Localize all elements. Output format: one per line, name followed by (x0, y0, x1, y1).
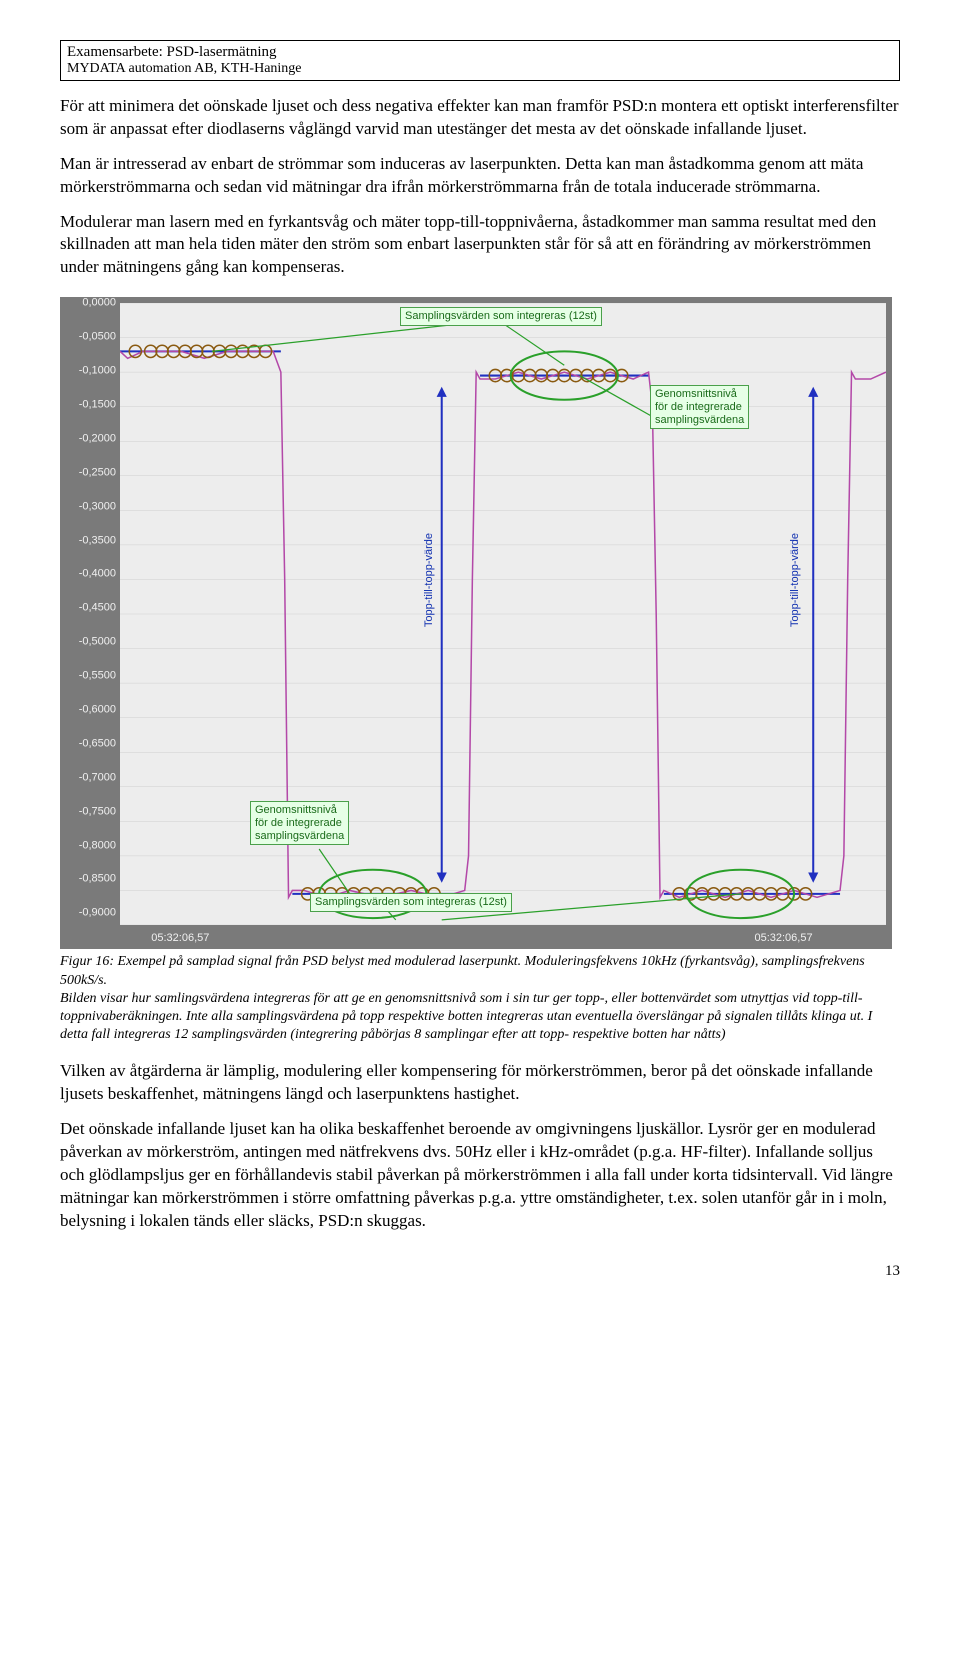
ytick-label: -0,0500 (60, 330, 116, 345)
ytick-label: -0,6000 (60, 703, 116, 718)
callout-line: Genomsnittsnivå (255, 804, 337, 816)
ytick-label: -0,8500 (60, 872, 116, 887)
ytick-label: -0,3000 (60, 499, 116, 514)
ytick-label: -0,7000 (60, 770, 116, 785)
callout-line: samplingsvärdena (255, 830, 344, 842)
figure-16: Samplingsvärden som integreras (12st) Ge… (60, 297, 892, 949)
ytick-label: -0,8000 (60, 838, 116, 853)
ytick-label: -0,5000 (60, 635, 116, 650)
plot-area: Samplingsvärden som integreras (12st) Ge… (120, 303, 886, 925)
callout-line: för de integrerade (255, 817, 342, 829)
figure-caption: Figur 16: Exempel på samplad signal från… (60, 953, 900, 1044)
callout-text: Samplingsvärden som integreras (12st) (315, 896, 507, 908)
ytick-label: -0,4000 (60, 567, 116, 582)
ytick-label: -0,6500 (60, 736, 116, 751)
ytick-label: -0,5500 (60, 669, 116, 684)
ytick-label: -0,1500 (60, 398, 116, 413)
callout-text: Samplingsvärden som integreras (12st) (405, 310, 597, 322)
page-number: 13 (60, 1261, 900, 1281)
vlabel-left: Topp-till-topp-värde (422, 533, 437, 627)
callout-bottom-average: Genomsnittsnivå för de integrerade sampl… (250, 801, 349, 845)
ytick-label: -0,4500 (60, 601, 116, 616)
callout-line: Genomsnittsnivå (655, 388, 737, 400)
ytick-label: -0,7500 (60, 804, 116, 819)
ytick-label: -0,1000 (60, 364, 116, 379)
paragraph-4: Vilken av åtgärderna är lämplig, moduler… (60, 1060, 900, 1106)
caption-line-2: Bilden visar hur samlingsvärdena integre… (60, 991, 872, 1042)
ytick-label: -0,2000 (60, 431, 116, 446)
paragraph-3: Modulerar man lasern med en fyrkantsvåg … (60, 211, 900, 280)
callout-top-samples: Samplingsvärden som integreras (12st) (400, 307, 602, 326)
ytick-label: -0,3500 (60, 533, 116, 548)
callout-bottom-samples: Samplingsvärden som integreras (12st) (310, 893, 512, 912)
xtick-label: 05:32:06,57 (151, 931, 209, 946)
callout-top-average: Genomsnittsnivå för de integrerade sampl… (650, 385, 749, 429)
callout-line: samplingsvärdena (655, 414, 744, 426)
caption-line-1: Figur 16: Exempel på samplad signal från… (60, 954, 865, 987)
ytick-label: 0,0000 (60, 296, 116, 311)
header-title: Examensarbete: PSD-lasermätning (67, 43, 893, 61)
xtick-label: 05:32:06,57 (754, 931, 812, 946)
ytick-label: -0,2500 (60, 465, 116, 480)
callout-line: för de integrerade (655, 401, 742, 413)
plot-svg (120, 303, 886, 925)
paragraph-5: Det oönskade infallande ljuset kan ha ol… (60, 1118, 900, 1233)
header-subtitle: MYDATA automation AB, KTH-Haninge (67, 61, 893, 78)
paragraph-1: För att minimera det oönskade ljuset och… (60, 95, 900, 141)
ytick-label: -0,9000 (60, 906, 116, 921)
header-box: Examensarbete: PSD-lasermätning MYDATA a… (60, 40, 900, 81)
paragraph-2: Man är intresserad av enbart de strömmar… (60, 153, 900, 199)
vlabel-right: Topp-till-topp-värde (788, 533, 803, 627)
